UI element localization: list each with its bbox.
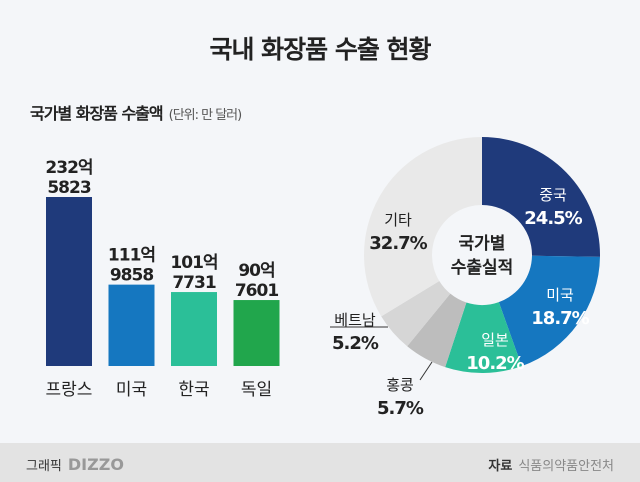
slice-category-label: 홍콩 <box>386 376 414 394</box>
source-label: 자료 <box>488 459 513 474</box>
slice-value-label: 24.5% <box>524 208 582 229</box>
page-title: 국내 화장품 수출 현황 <box>209 35 431 64</box>
bar-chart-title: 국가별 화장품 수출액 (단위: 만 달러) <box>30 100 243 124</box>
bar-value-label: 5823 <box>47 178 90 198</box>
slice-value-label: 32.7% <box>369 233 427 254</box>
source-text: 식품의약품안전처 <box>518 459 614 474</box>
slice-value-label: 5.2% <box>332 333 379 354</box>
donut-slice <box>363 137 482 317</box>
donut-center-label: 수출실적 <box>451 258 514 278</box>
bar-category-label: 미국 <box>116 380 147 400</box>
bar-value-label: 7601 <box>235 281 278 301</box>
slice-value-label: 10.2% <box>466 353 524 374</box>
slice-category-label: 기타 <box>384 211 412 229</box>
leader-line <box>419 361 433 381</box>
credit-label: 그래픽 <box>26 459 62 474</box>
bar <box>171 292 217 366</box>
donut-slice <box>381 281 451 347</box>
donut-slice <box>482 137 601 257</box>
bar-value-label: 9858 <box>110 266 153 286</box>
bar-value-label: 90억 <box>238 261 274 281</box>
slice-value-label: 5.7% <box>377 398 424 419</box>
donut-slice <box>445 302 522 373</box>
bar-category-label: 프랑스 <box>46 380 93 400</box>
source: 자료 식품의약품안전처 <box>488 455 614 474</box>
bar-value-label: 7731 <box>172 273 215 293</box>
bar <box>46 197 92 366</box>
donut-center-label: 국가별 <box>459 234 506 254</box>
slice-category-label: 일본 <box>481 331 509 349</box>
brand-logo: DIZZO <box>67 455 124 474</box>
donut-slice <box>407 293 467 368</box>
credit: 그래픽 DIZZO <box>26 455 124 474</box>
bar-value-label: 101억 <box>170 253 217 273</box>
bar-category-label: 한국 <box>178 380 209 400</box>
unit-label: (단위: 만 달러) <box>168 108 243 123</box>
slice-value-label: 18.7% <box>531 308 589 329</box>
donut-slice <box>498 255 600 367</box>
bar-title-text: 국가별 화장품 수출액 <box>30 104 164 123</box>
bar-value-label: 111억 <box>108 246 155 266</box>
footer: 그래픽 DIZZO 자료 식품의약품안전처 <box>0 443 640 482</box>
bar <box>108 284 155 366</box>
bar <box>233 300 280 366</box>
bar-category-label: 독일 <box>241 380 272 400</box>
slice-category-label: 베트남 <box>334 311 376 329</box>
slice-category-label: 미국 <box>546 286 574 304</box>
slice-category-label: 중국 <box>539 186 567 204</box>
bar-value-label: 232억 <box>45 158 92 178</box>
